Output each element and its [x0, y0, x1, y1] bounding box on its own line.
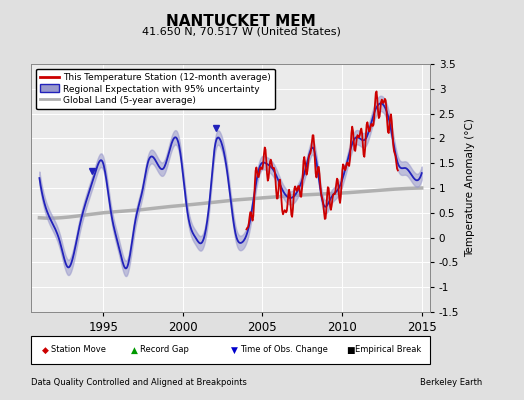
- Text: Time of Obs. Change: Time of Obs. Change: [240, 346, 328, 354]
- Text: Station Move: Station Move: [51, 346, 106, 354]
- Text: ▼: ▼: [231, 346, 237, 354]
- Text: ■: ■: [346, 346, 354, 354]
- Text: ▲: ▲: [131, 346, 138, 354]
- Text: Empirical Break: Empirical Break: [355, 346, 421, 354]
- Text: 41.650 N, 70.517 W (United States): 41.650 N, 70.517 W (United States): [141, 26, 341, 36]
- Text: Berkeley Earth: Berkeley Earth: [420, 378, 482, 387]
- Y-axis label: Temperature Anomaly (°C): Temperature Anomaly (°C): [465, 118, 475, 258]
- Text: Data Quality Controlled and Aligned at Breakpoints: Data Quality Controlled and Aligned at B…: [31, 378, 247, 387]
- Text: Record Gap: Record Gap: [140, 346, 189, 354]
- Text: ◆: ◆: [42, 346, 49, 354]
- Legend: This Temperature Station (12-month average), Regional Expectation with 95% uncer: This Temperature Station (12-month avera…: [36, 68, 275, 110]
- Text: NANTUCKET MEM: NANTUCKET MEM: [166, 14, 316, 29]
